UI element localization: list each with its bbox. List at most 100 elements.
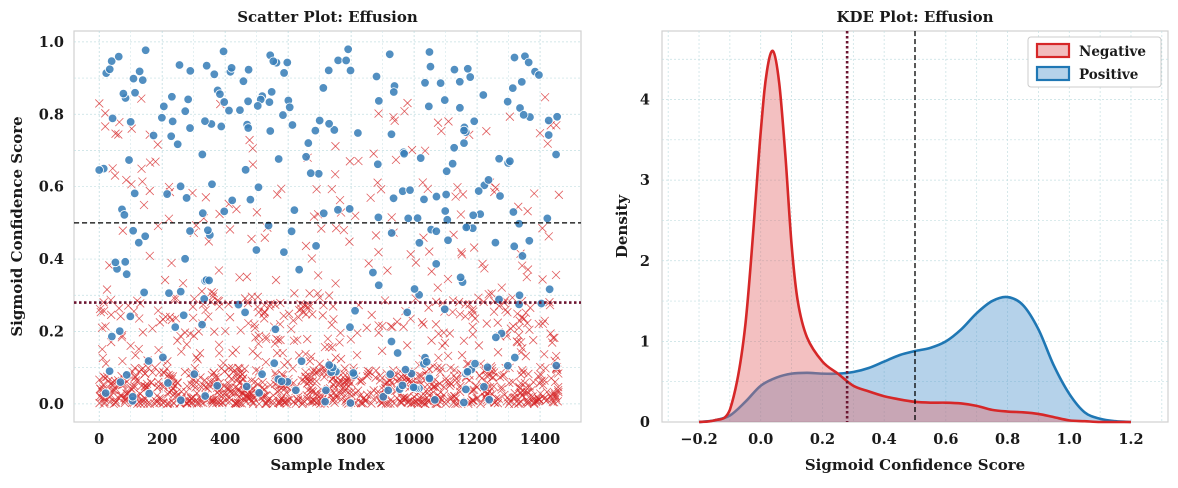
- positive-point: [276, 376, 287, 387]
- negative-point-stroke: [302, 334, 312, 344]
- negative-point-stroke: [193, 355, 202, 364]
- negative-point: [468, 330, 478, 339]
- positive-point: [441, 189, 451, 200]
- negative-point: [378, 321, 387, 331]
- negative-point-stroke: [501, 295, 510, 305]
- negative-point-stroke: [371, 373, 380, 382]
- negative-point: [551, 270, 561, 280]
- negative-point-stroke: [474, 293, 483, 303]
- positive-point: [200, 391, 210, 401]
- negative-point-stroke: [554, 190, 564, 200]
- positive-point: [447, 158, 458, 169]
- negative-point-stroke: [276, 184, 286, 194]
- negative-point: [234, 387, 243, 396]
- negative-point: [192, 396, 201, 405]
- negative-point-stroke: [497, 382, 506, 392]
- kde-y-tick-label: 1: [640, 333, 650, 350]
- negative-point-stroke: [525, 303, 535, 313]
- negative-point: [524, 369, 533, 379]
- negative-point-stroke: [331, 223, 341, 233]
- negative-point: [286, 324, 296, 334]
- negative-point-stroke: [418, 398, 428, 408]
- negative-point: [238, 374, 248, 383]
- negative-point-stroke: [508, 393, 518, 403]
- negative-point-stroke: [242, 272, 252, 282]
- negative-point-stroke: [109, 399, 119, 409]
- positive-point: [333, 55, 343, 66]
- negative-point-stroke: [495, 372, 505, 382]
- negative-point-stroke: [329, 394, 338, 404]
- negative-point: [336, 328, 345, 338]
- negative-point-stroke: [151, 396, 160, 406]
- negative-point: [289, 397, 299, 407]
- negative-point: [474, 341, 484, 350]
- positive-point: [324, 65, 334, 76]
- negative-point-stroke: [504, 378, 514, 388]
- negative-point-stroke: [127, 179, 136, 189]
- negative-point: [365, 367, 374, 377]
- negative-point: [497, 371, 507, 381]
- negative-point-stroke: [102, 285, 112, 294]
- negative-point: [309, 212, 319, 221]
- negative-point-stroke: [188, 302, 198, 311]
- negative-point: [248, 160, 258, 169]
- negative-point-stroke: [225, 393, 234, 403]
- negative-point-stroke: [143, 363, 153, 373]
- negative-point-stroke: [182, 340, 192, 349]
- negative-point-stroke: [224, 383, 233, 393]
- positive-point: [409, 284, 420, 294]
- negative-point: [130, 373, 140, 382]
- kde-title: KDE Plot: Effusion: [836, 8, 993, 26]
- negative-point: [329, 314, 338, 324]
- positive-point: [505, 156, 515, 166]
- negative-point-stroke: [378, 321, 387, 331]
- negative-point: [420, 146, 430, 156]
- negative-point: [130, 363, 140, 373]
- negative-point: [214, 348, 224, 358]
- negative-point: [233, 398, 243, 408]
- negative-point-stroke: [308, 397, 317, 407]
- negative-point: [471, 381, 481, 390]
- positive-point: [385, 369, 395, 379]
- negative-point: [380, 296, 390, 305]
- negative-point-stroke: [356, 391, 365, 400]
- negative-point: [541, 363, 550, 373]
- negative-point-stroke: [253, 380, 263, 389]
- negative-point-stroke: [231, 345, 241, 355]
- negative-point-stroke: [308, 368, 317, 377]
- positive-point: [490, 237, 501, 248]
- positive-point: [440, 206, 450, 216]
- negative-point-stroke: [374, 109, 383, 118]
- negative-point: [523, 399, 532, 409]
- positive-point: [107, 331, 117, 342]
- positive-point: [551, 149, 561, 160]
- negative-point-stroke: [523, 399, 532, 409]
- negative-point: [320, 372, 329, 382]
- negative-point: [297, 375, 307, 385]
- positive-point: [200, 116, 210, 126]
- negative-point-stroke: [521, 351, 531, 361]
- negative-point: [474, 293, 483, 303]
- negative-point: [543, 139, 553, 148]
- negative-point: [261, 399, 270, 409]
- negative-point-stroke: [118, 356, 127, 366]
- negative-point: [482, 319, 492, 328]
- negative-point: [245, 135, 254, 145]
- negative-point-stroke: [182, 399, 192, 408]
- negative-point: [139, 200, 149, 210]
- negative-point-stroke: [110, 171, 120, 180]
- negative-point-stroke: [248, 160, 258, 169]
- negative-point-stroke: [472, 383, 482, 392]
- negative-point-stroke: [247, 389, 256, 398]
- negative-point: [468, 322, 477, 332]
- positive-point: [321, 385, 331, 396]
- negative-point-stroke: [421, 399, 430, 409]
- negative-point: [176, 331, 185, 341]
- negative-point-stroke: [259, 314, 269, 323]
- negative-point: [438, 341, 447, 351]
- negative-point: [444, 117, 453, 126]
- negative-point-stroke: [207, 287, 216, 297]
- negative-point: [191, 383, 200, 392]
- negative-point-stroke: [298, 307, 307, 317]
- negative-point-stroke: [108, 164, 117, 173]
